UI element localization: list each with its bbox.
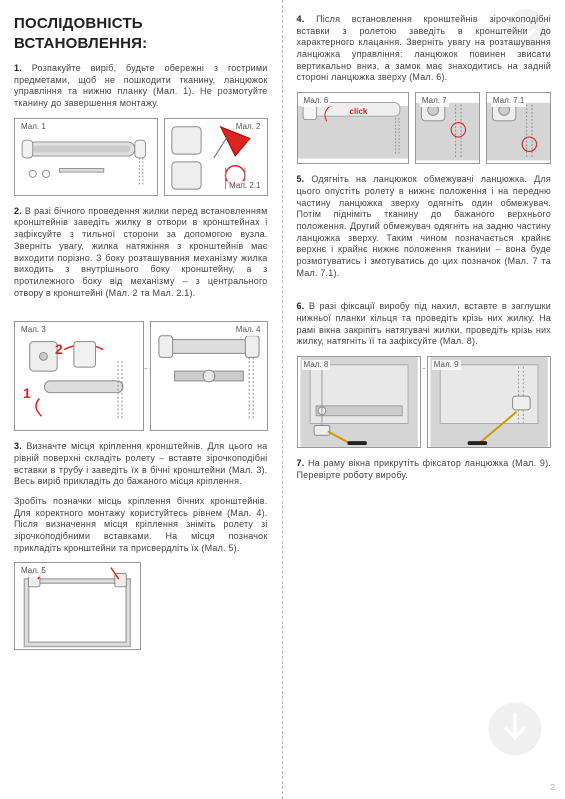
- fig3-svg: [15, 322, 143, 430]
- fig-row-3: Мал. 5: [14, 562, 268, 650]
- fig-label: Мал. 9: [432, 360, 461, 370]
- step-num-7: 7.: [297, 458, 305, 468]
- para-3b: Зробіть позначки місць кріплення бічних …: [14, 496, 268, 554]
- fig-label: Мал. 2: [234, 122, 263, 132]
- watermark-icon: [485, 699, 545, 759]
- fig-row-1: Мал. 1 Мал. 2 Мал. 2.1: [14, 118, 268, 196]
- fig9-svg: [428, 357, 550, 447]
- step-num-4: 4.: [297, 14, 305, 24]
- page-title: ПОСЛІДОВНІСТЬ ВСТАНОВЛЕННЯ:: [14, 14, 268, 53]
- fig-row-5: Мал. 8 Мал. 9: [297, 356, 552, 448]
- figure-7: Мал. 7: [415, 92, 480, 164]
- step-text-2: В разі бічного проведення жилки перед вс…: [14, 206, 268, 298]
- fig-label: Мал. 2.1: [227, 181, 262, 191]
- fig-label: Мал. 6: [302, 96, 331, 106]
- fig-label: Мал. 7: [420, 96, 449, 106]
- callout-1: 1: [23, 384, 31, 402]
- fig-label: Мал. 4: [234, 325, 263, 335]
- figure-8: Мал. 8: [297, 356, 421, 448]
- fig-label: Мал. 3: [19, 325, 48, 335]
- para-6: 6. В разі фіксації виробу під нахил, вст…: [297, 301, 552, 348]
- step-num-3: 3.: [14, 441, 22, 451]
- fig-label: Мал. 8: [302, 360, 331, 370]
- click-label: click: [350, 107, 368, 117]
- figure-1: Мал. 1: [14, 118, 158, 196]
- figure-5: Мал. 5: [14, 562, 141, 650]
- fig-label: Мал. 7.1: [491, 96, 526, 106]
- para-7: 7. На раму вікна прикрутіть фіксатор лан…: [297, 458, 552, 481]
- figure-4: Мал. 4: [150, 321, 268, 431]
- figure-2: Мал. 2 Мал. 2.1: [164, 118, 267, 196]
- fig-row-4: Мал. 6 click Мал. 7: [297, 92, 552, 164]
- figure-6: Мал. 6 click: [297, 92, 409, 164]
- left-column: ПОСЛІДОВНІСТЬ ВСТАНОВЛЕННЯ: 1. Розпакуйт…: [0, 0, 283, 799]
- figure-9: Мал. 9: [427, 356, 551, 448]
- watermark-icon: [503, 6, 551, 54]
- para-2: 2. В разі бічного проведення жилки перед…: [14, 206, 268, 300]
- fig8-svg: [298, 357, 420, 447]
- step-num-5: 5.: [297, 174, 305, 184]
- figure-71: Мал. 7.1: [486, 92, 551, 164]
- page-number: 2: [551, 783, 555, 793]
- step-num-1: 1.: [14, 63, 22, 73]
- fig4-svg: [151, 322, 267, 430]
- step-text-6: В разі фіксації виробу під нахил, вставт…: [297, 301, 552, 346]
- fig-label: Мал. 5: [19, 566, 48, 576]
- para-5: 5. Одягніть на ланцюжок обмежувачі ланцю…: [297, 174, 552, 279]
- step-text-1: Розпакуйте виріб, будьте обережні з гост…: [14, 63, 268, 108]
- step-num-6: 6.: [297, 301, 305, 311]
- fig-row-2: Мал. 3 1 2 Мал. 4: [14, 321, 268, 431]
- step-text-3: Визначте місця кріплення кронштейнів. Дл…: [14, 441, 268, 486]
- fig-label: Мал. 1: [19, 122, 48, 132]
- right-column: 4. Після встановлення кронштейнів зірочк…: [283, 0, 565, 799]
- step-text-7: На раму вікна прикрутіть фіксатор ланцюж…: [297, 458, 552, 480]
- page: ПОСЛІДОВНІСТЬ ВСТАНОВЛЕННЯ: 1. Розпакуйт…: [0, 0, 565, 799]
- para-3: 3. Визначте місця кріплення кронштейнів.…: [14, 441, 268, 488]
- step-text-3b: Зробіть позначки місць кріплення бічних …: [14, 496, 268, 553]
- step-text-5: Одягніть на ланцюжок обмежувачі ланцюжка…: [297, 174, 552, 278]
- step-num-2: 2.: [14, 206, 22, 216]
- figure-3: Мал. 3 1 2: [14, 321, 144, 431]
- callout-2: 2: [55, 340, 63, 358]
- para-1: 1. Розпакуйте виріб, будьте обережні з г…: [14, 63, 268, 110]
